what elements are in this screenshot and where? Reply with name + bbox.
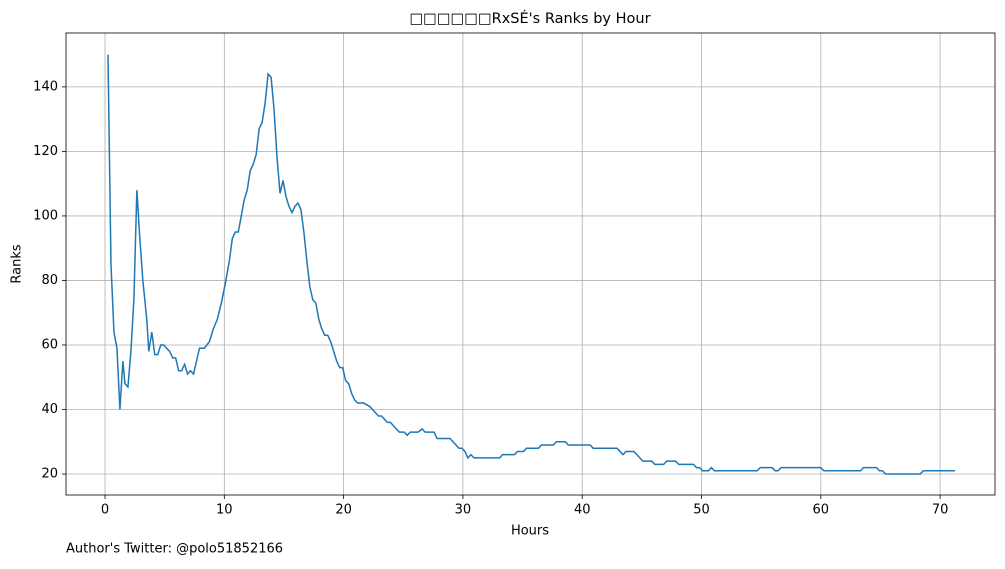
y-tick-label: 100 xyxy=(33,208,58,223)
x-tick-label: 10 xyxy=(216,503,233,518)
x-tick-label: 20 xyxy=(335,503,352,518)
x-tick-label: 30 xyxy=(455,503,472,518)
y-axis-label: Ranks xyxy=(10,244,25,283)
x-tick-label: 70 xyxy=(932,503,949,518)
data-line xyxy=(107,54,956,475)
y-tick-label: 140 xyxy=(33,79,58,94)
chart-title: □□□□□□RxSÉ's Ranks by Hour xyxy=(409,10,650,27)
x-tick-label: 50 xyxy=(693,503,710,518)
annotation: Author's Twitter: @polo51852166 xyxy=(66,542,283,557)
x-tick-label: 0 xyxy=(101,503,109,518)
x-tick-label: 40 xyxy=(574,503,591,518)
y-tick-label: 20 xyxy=(41,467,58,482)
y-tick-label: 40 xyxy=(41,402,58,417)
y-tick-label: 80 xyxy=(41,273,58,288)
plot-frame xyxy=(65,32,996,496)
y-tick-label: 60 xyxy=(41,337,58,352)
x-tick-label: 60 xyxy=(813,503,830,518)
x-axis-label: Hours xyxy=(511,524,549,539)
y-tick-label: 120 xyxy=(33,144,58,159)
